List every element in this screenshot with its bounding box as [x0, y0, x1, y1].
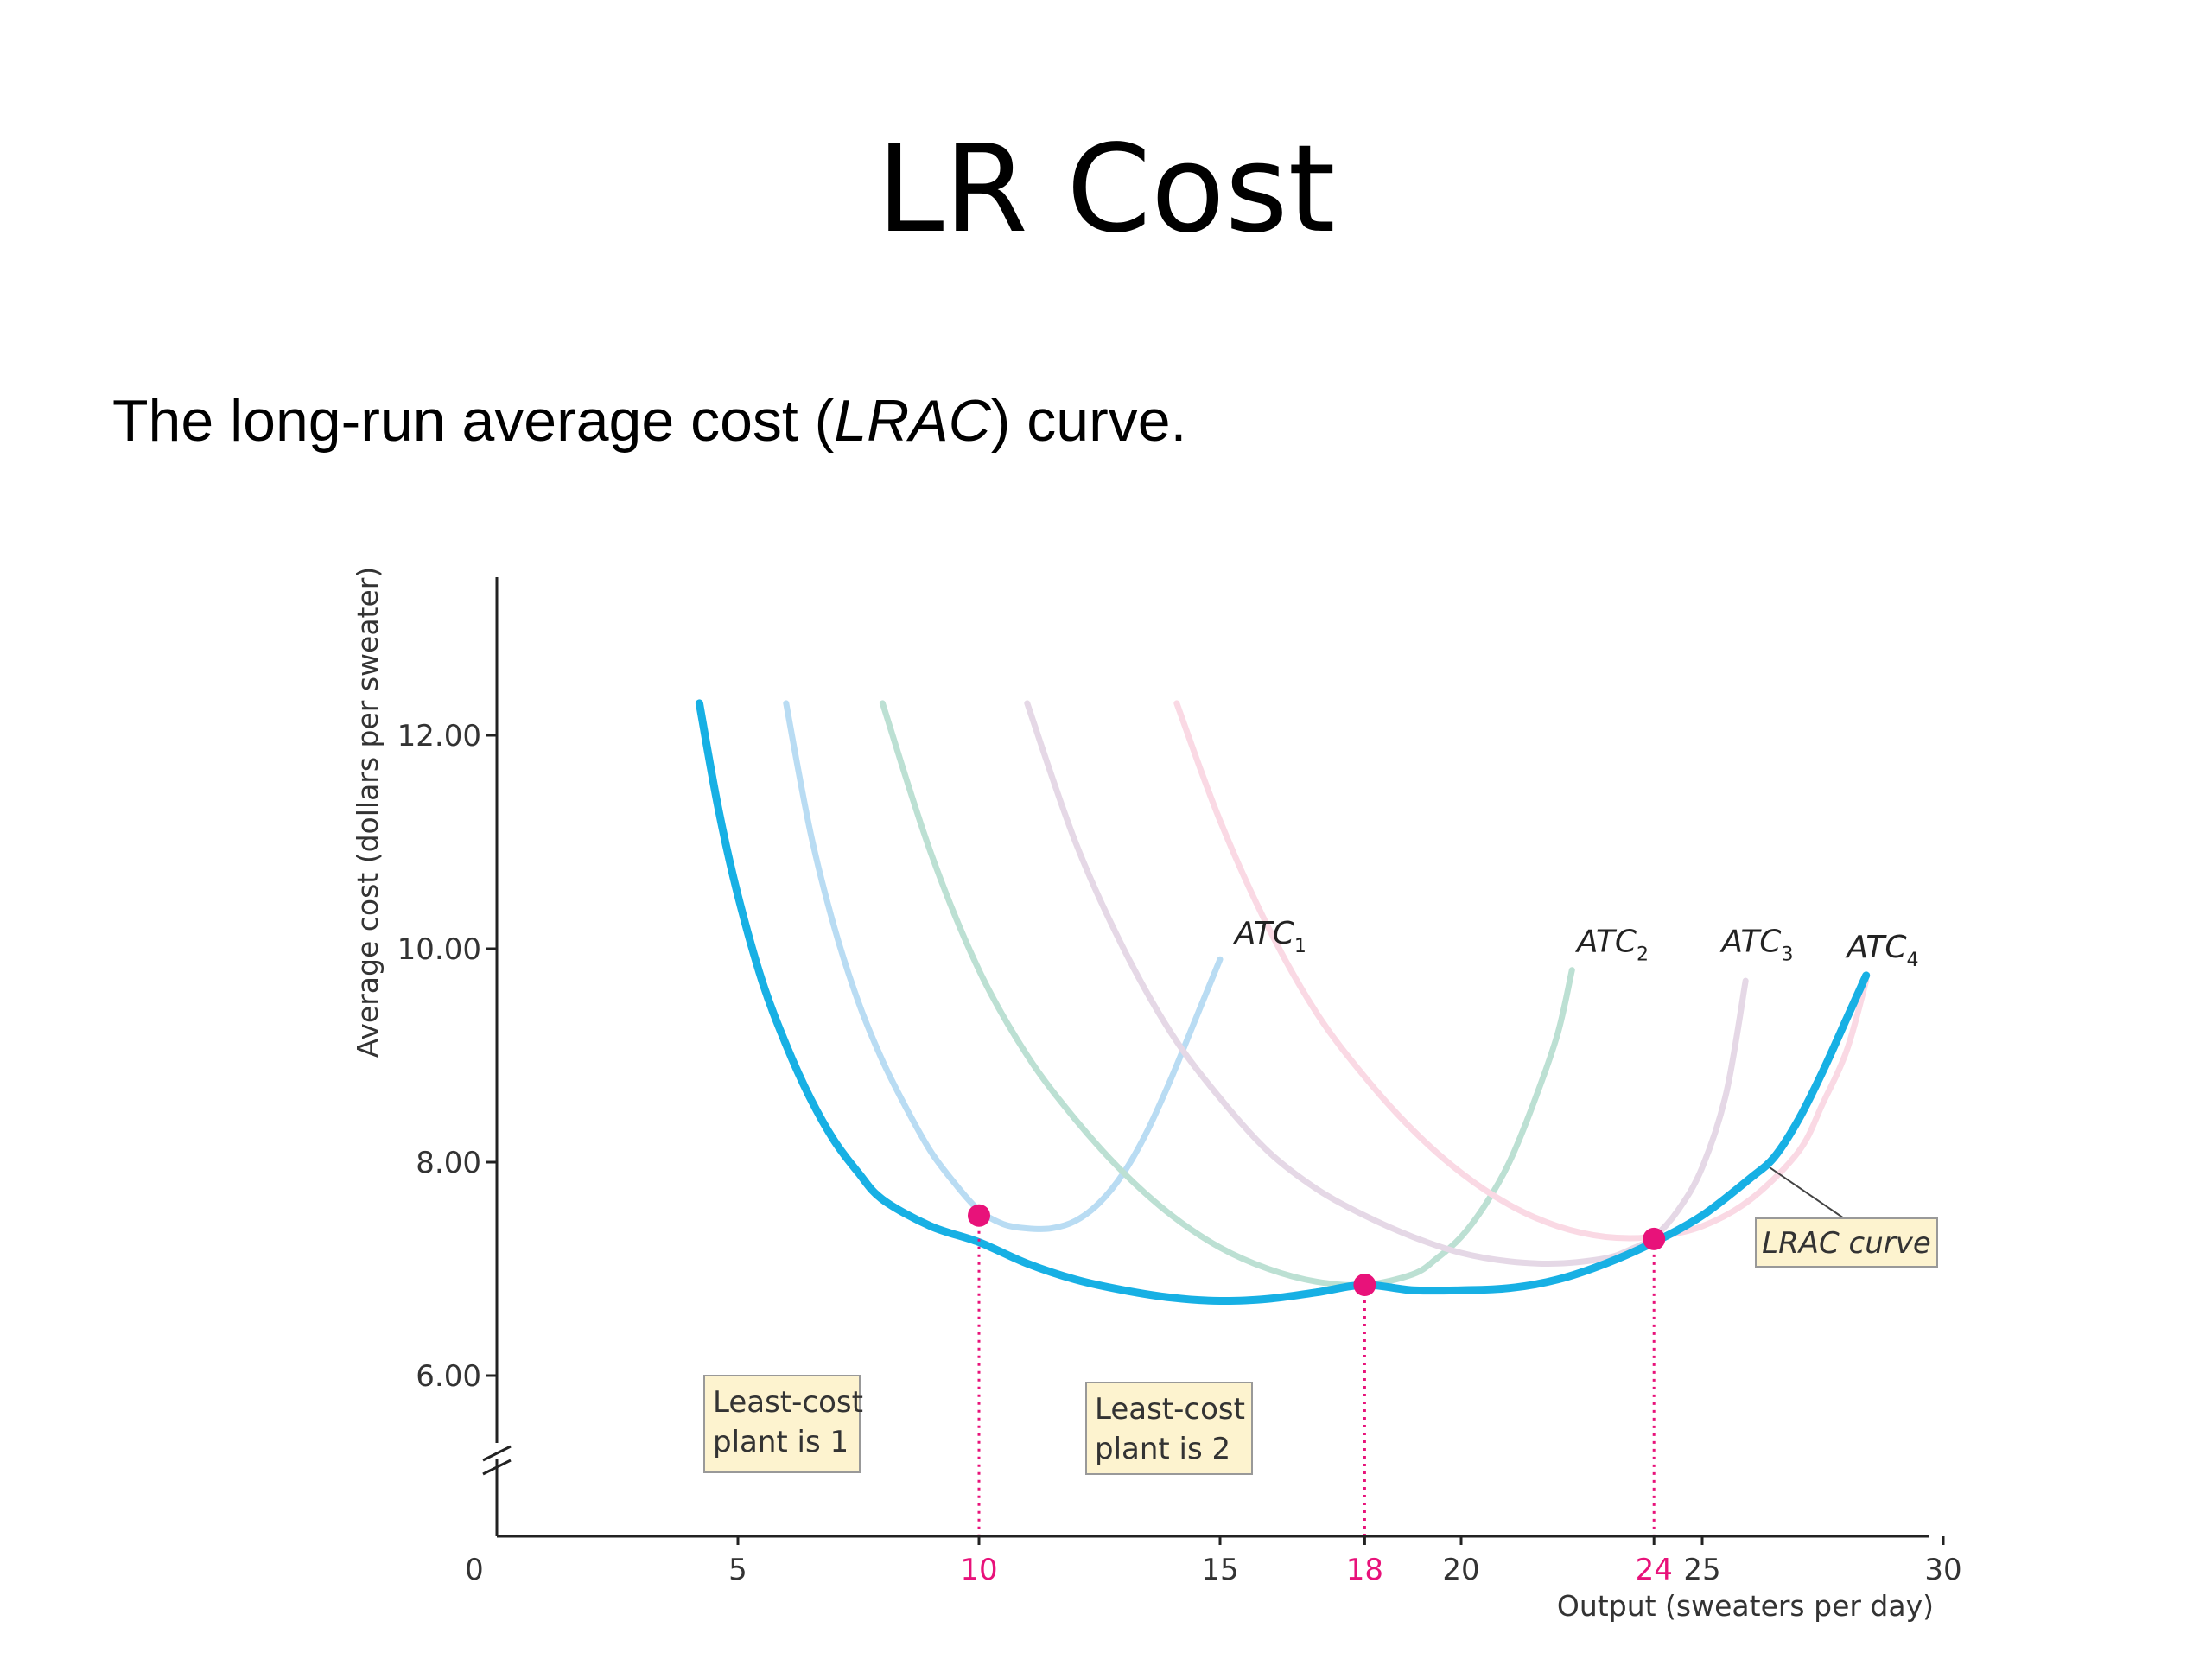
label-atc3: ATC3 — [1719, 925, 1793, 966]
x-tick-label: 25 — [1683, 1553, 1720, 1587]
x-tick-label: 24 — [1636, 1553, 1673, 1587]
label-lrac: LRAC curve — [1762, 1226, 1931, 1261]
label-atc4: ATC4 — [1845, 930, 1918, 971]
labels-group: ATC1 ATC2 ATC3 ATC4 LRAC curve Least-cost plan… — [703, 916, 1938, 1475]
y-axis-title: Average cost (dollars per sweater) — [351, 567, 385, 1058]
x-tick-label: 0 — [465, 1553, 484, 1587]
subtitle-pre: The long-run average cost ( — [112, 388, 835, 454]
least-cost-box-1 — [703, 1375, 861, 1473]
x-tick-label: 15 — [1201, 1553, 1238, 1587]
curve-atc4 — [1173, 700, 1870, 1242]
least-cost-point-3 — [1643, 1227, 1666, 1250]
label-atc2: ATC2 — [1575, 925, 1649, 966]
curve-atc1 — [783, 700, 1224, 1232]
x-tick-label: 10 — [960, 1553, 997, 1587]
least-cost-box-line1: Least-cost — [1095, 1392, 1245, 1427]
subtitle-post: ) curve. — [990, 388, 1187, 454]
subtitle-emphasis: LRAC — [834, 388, 991, 454]
curve-lrac — [695, 699, 1871, 1306]
axis-break-mark — [482, 1445, 512, 1462]
least-cost-box-line1: Least-cost — [713, 1385, 863, 1420]
least-cost-point-2 — [1353, 1274, 1376, 1297]
x-tick-label: 20 — [1442, 1553, 1479, 1587]
y-tick-label: 8.00 — [416, 1146, 481, 1180]
axes-group: 6.00 8.00 10.00 12.00 0 5 10 15 18 20 24 25 30 — [397, 577, 1962, 1587]
droplines-group — [977, 1215, 1656, 1536]
y-tick-label: 6.00 — [416, 1359, 481, 1394]
y-tick-label: 10.00 — [397, 932, 481, 967]
least-cost-point-1 — [968, 1204, 990, 1227]
label-atc1: ATC1 — [1233, 916, 1306, 957]
x-axis-title: Output (sweaters per day) — [1557, 1589, 1934, 1623]
curve-atc2 — [879, 700, 1575, 1288]
x-tick-label: 30 — [1924, 1553, 1961, 1587]
slide-subtitle: The long-run average cost (LRAC) curve. — [112, 387, 1186, 454]
lrac-label-box — [1755, 1217, 1938, 1268]
minimum-points-group — [968, 1204, 1666, 1297]
y-tick-label: 12.00 — [397, 719, 481, 753]
x-tick-label: 18 — [1346, 1553, 1383, 1587]
least-cost-box-line2: plant is 1 — [713, 1425, 849, 1459]
least-cost-box-2 — [1085, 1382, 1253, 1475]
lrac-leader-line — [1769, 1166, 1847, 1221]
curve-atc3 — [1024, 700, 1749, 1267]
least-cost-box-line2: plant is 2 — [1095, 1432, 1230, 1466]
axis-break-mark — [482, 1459, 512, 1476]
slide-title: LR Cost — [876, 119, 1336, 260]
curves-group — [695, 699, 1871, 1306]
x-tick-label: 5 — [728, 1553, 747, 1587]
axis-break-gap — [483, 1443, 511, 1459]
